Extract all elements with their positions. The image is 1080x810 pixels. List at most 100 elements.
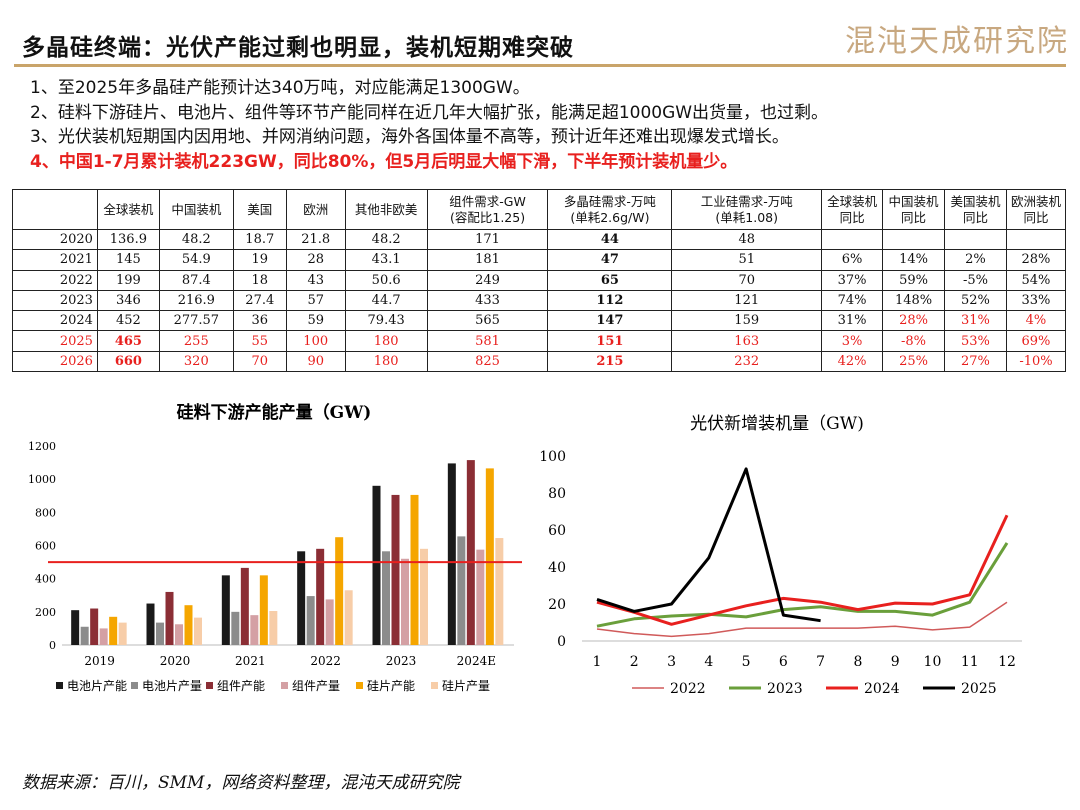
table-cell: 232 [671,350,823,373]
table-cell: 180 [344,330,428,352]
table-cell: 147 [547,310,673,332]
table-cell [882,228,945,251]
bar-硅片产量 [269,611,278,645]
table-cell: 121 [671,289,823,312]
x-tick-label: 8 [853,654,862,670]
table-header-cell: 中国装机 [158,189,234,230]
table-cell [821,228,884,251]
bar-硅片产能 [335,537,344,645]
chart-title: 硅料下游产能产量（GW) [177,402,372,423]
table-cell: 47 [547,249,673,271]
bar-硅片产量 [420,548,428,645]
bar-chart: 硅料下游产能产量（GW) 0 200 400 600 800 1000 1200 2019 202… [28,402,522,693]
bar-电池片产量 [156,622,164,645]
chart-title: 光伏新增装机量（GW) [690,414,864,434]
y-tick-label: 1200 [28,440,56,453]
legend-label: 硅片产能 [367,679,415,693]
page-title: 多晶硅终端：光伏产能过剩也明显，装机短期难突破 [22,34,574,61]
bar-组件产能 [316,548,325,645]
table-cell: 3% [821,330,884,352]
legend-label: 电池片产量 [142,679,202,693]
x-tick-label: 9 [891,654,900,670]
x-tick-label: 5 [742,654,751,670]
x-tick-label: 2020 [160,654,191,668]
table-cell: 145 [96,249,160,271]
table-cell: 54% [1005,269,1067,291]
legend-swatch [356,682,363,689]
brand-logo: 混沌天成研究院 [845,24,1069,59]
bar-组件产量 [401,558,409,645]
table-header-cell [12,189,98,230]
legend-label: 2024 [864,681,900,697]
table-cell: 43.1 [344,249,428,271]
table-cell: 433 [426,289,549,312]
table-cell: 2022 [12,269,98,291]
table-cell: 159 [671,310,823,332]
x-tick-label: 3 [667,654,676,670]
table-cell: -8% [882,330,945,352]
table-cell: 48 [671,228,823,251]
table-cell: 52% [944,289,1007,312]
legend-label: 硅片产量 [442,679,490,693]
table-body: 2020 136.9 48.2 18.7 21.8 48.2 171 44 48 2021 145 5… [12,228,1067,373]
table-header-cell: 多晶硅需求-万吨 (单耗2.6g/W) [547,189,673,230]
table-cell: 33% [1005,289,1067,312]
table-cell: -10% [1005,350,1067,373]
table-cell: 31% [821,310,884,332]
table-cell: 48.2 [158,228,234,251]
line-series-2024 [596,514,1009,626]
table-cell: 151 [547,330,673,352]
table-row: 2022 199 87.4 18 43 50.6 249 65 70 37% 59% -5% 54% [12,269,1067,291]
table-cell: 660 [96,350,160,373]
bar-电池片产能 [297,551,306,645]
table-header-cell: 全球装机 [96,189,160,230]
table-cell: 581 [426,330,549,352]
title-divider [14,64,1066,67]
bar-硅片产能 [259,575,268,645]
table-cell: 112 [547,289,673,312]
legend-swatch [56,682,63,689]
table-cell: -5% [944,269,1007,291]
table-cell: 28 [285,249,346,271]
table-cell: 44 [547,228,673,251]
table-cell: 44.7 [344,289,428,312]
bar-硅片产量 [118,622,127,645]
table-cell: 74% [821,289,884,312]
table-row: 2021 145 54.9 19 28 43.1 181 47 51 6% 14% 2% 28% [12,249,1067,271]
table-cell: 346 [96,289,160,312]
x-tick-label: 2023 [386,654,417,668]
bar-硅片产能 [109,616,118,645]
bullet-2: 2、硅料下游硅片、电池片、组件等环节产能同样在近几年大幅扩张，能满足超1000G… [30,102,829,123]
table-cell: 36 [232,310,287,332]
legend-swatch [131,682,138,689]
legend-label: 2022 [670,681,706,697]
legend-swatch [281,682,288,689]
table-cell: 452 [96,310,160,332]
table-cell: 320 [158,350,234,373]
legend-label: 2023 [767,681,803,697]
y-tick-label: 20 [548,597,566,613]
bar-组件产量 [250,615,259,645]
table-row: 2024 452 277.57 36 59 79.43 565 147 159 31% 28% 31%… [12,310,1067,332]
table-cell: 825 [426,350,549,373]
table-cell: 249 [426,269,549,291]
table-cell: 27% [944,350,1007,373]
y-tick-label: 60 [548,523,566,539]
table-cell: 148% [882,289,945,312]
table-row: 2026 660 320 70 90 180 825 215 232 42% 25% 27% -10% [12,350,1067,373]
y-tick-label: 100 [539,449,566,465]
y-tick-label: 1000 [28,473,56,486]
bar-硅片产量 [344,590,353,645]
table-header-row: 全球装机 中国装机 美国 欧洲 其他非欧美 组件需求-GW (容配比1.25) 多晶硅需求-… [12,189,1067,230]
bar-组件产量 [476,549,485,645]
bar-电池片产量 [306,596,315,645]
table-cell: 4% [1005,310,1067,332]
x-tick-label: 2024E [457,654,496,668]
x-tick-label: 6 [779,654,788,670]
table-cell: 28% [882,310,945,332]
table-cell: 87.4 [158,269,234,291]
bar-电池片产能 [71,610,80,645]
bar-组件产量 [99,628,108,645]
table-header-cell: 工业硅需求-万吨 (单耗1.08) [671,189,823,230]
